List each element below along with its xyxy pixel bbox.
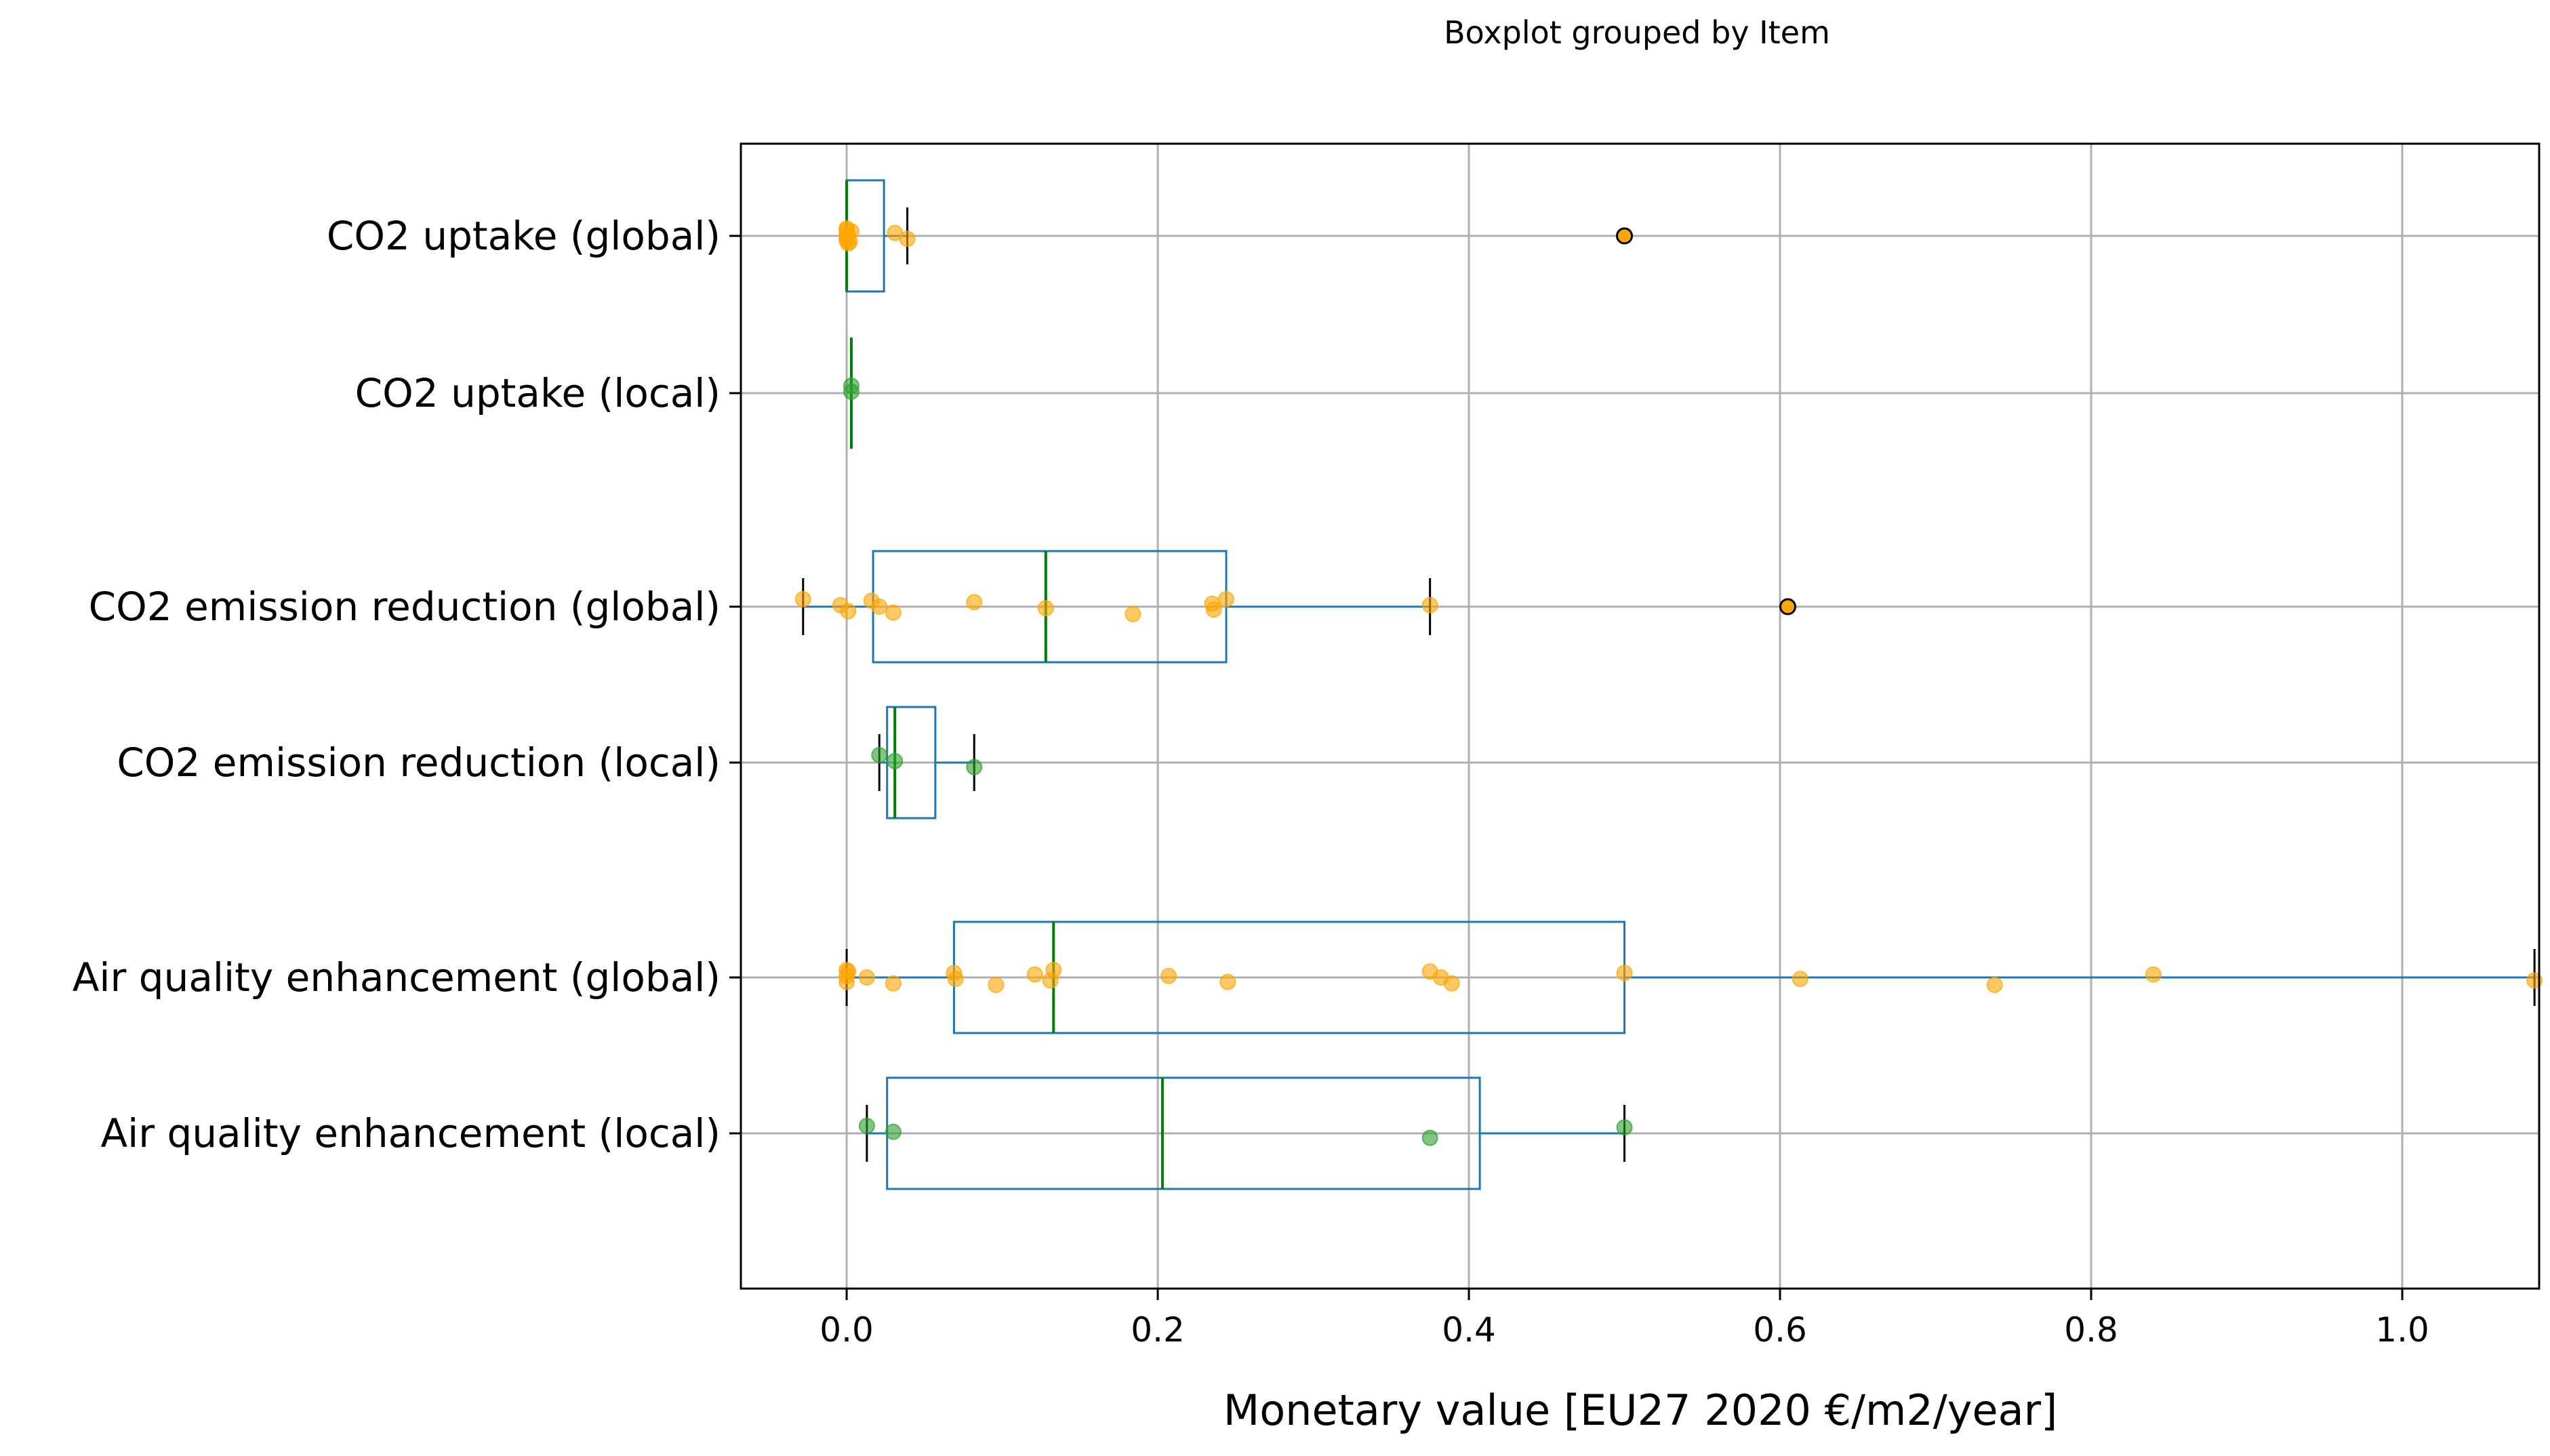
chart-title: Boxplot grouped by Item — [1444, 14, 1830, 51]
data-point — [794, 591, 811, 607]
x-tick-label: 0.8 — [2064, 1310, 2118, 1350]
x-axis-label: Monetary value [EU27 2020 €/m2/year] — [1223, 1386, 2058, 1435]
data-point — [885, 604, 902, 621]
outlier-point — [1616, 227, 1634, 245]
data-point — [2145, 966, 2162, 983]
data-point — [840, 235, 857, 251]
data-point — [947, 971, 964, 988]
grid-lines — [741, 144, 2539, 1289]
data-point — [1792, 971, 1808, 988]
x-axis-ticks: 0.0 0.2 0.4 0.6 0.8 1.0 — [819, 1289, 2429, 1350]
data-point — [1205, 601, 1222, 618]
data-point — [1219, 973, 1236, 990]
outlier-point — [1779, 598, 1797, 615]
boxes — [802, 179, 2536, 1190]
data-point — [1037, 600, 1054, 617]
data-point — [966, 594, 983, 611]
data-point — [1045, 962, 1062, 978]
data-point — [885, 975, 902, 992]
data-point — [1443, 975, 1460, 992]
y-tick-label: CO2 uptake (local) — [355, 370, 721, 416]
data-point — [1160, 967, 1177, 984]
data-point — [840, 603, 857, 620]
data-point — [858, 1118, 875, 1134]
data-point — [858, 969, 875, 986]
data-point — [899, 230, 916, 247]
data-point — [1616, 965, 1633, 982]
data-point — [840, 963, 857, 980]
y-tick-label: CO2 emission reduction (global) — [89, 584, 721, 630]
x-tick-label: 0.4 — [1442, 1310, 1496, 1350]
data-point — [1421, 596, 1438, 613]
plot-frame — [740, 142, 2541, 1290]
x-tick-label: 0.2 — [1131, 1310, 1185, 1350]
data-point — [871, 599, 888, 615]
y-tick-label: CO2 emission reduction (local) — [117, 740, 721, 786]
data-point — [871, 747, 888, 763]
y-tick-label: Air quality enhancement (global) — [73, 954, 721, 1000]
data-point — [1616, 1119, 1633, 1136]
y-tick-label: Air quality enhancement (local) — [100, 1110, 721, 1156]
x-tick-label: 0.6 — [1753, 1310, 1807, 1350]
data-point — [843, 383, 859, 400]
data-point — [988, 977, 1005, 993]
data-point — [966, 759, 983, 775]
x-tick-label: 1.0 — [2375, 1310, 2429, 1350]
data-point — [885, 1123, 902, 1140]
data-points — [794, 220, 2543, 1146]
data-point — [1026, 966, 1043, 983]
data-point — [887, 752, 904, 769]
data-point — [1125, 606, 1141, 622]
x-tick-label: 0.0 — [819, 1310, 874, 1350]
y-tick-label: CO2 uptake (global) — [327, 213, 721, 259]
data-point — [1421, 1129, 1438, 1146]
y-axis-ticks: CO2 uptake (global) CO2 uptake (local) CO2… — [73, 213, 741, 1156]
data-point — [1986, 977, 2003, 993]
data-point — [1218, 591, 1235, 607]
